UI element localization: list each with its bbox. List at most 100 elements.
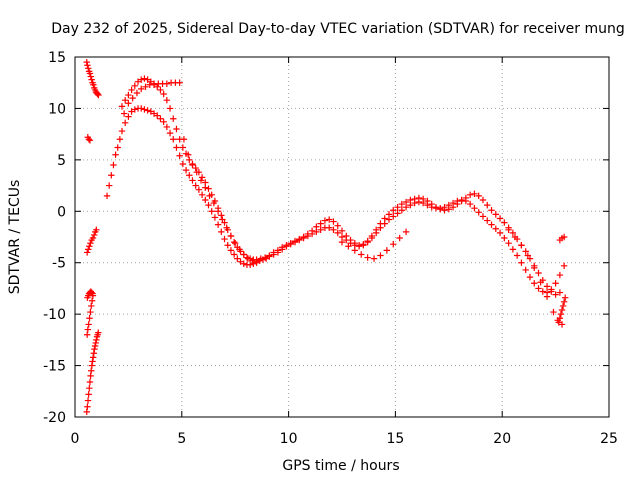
data-point [87,73,95,80]
data-point [345,243,352,250]
data-point [466,200,474,208]
data-point [198,174,206,181]
data-point [236,246,243,253]
data-point [202,184,209,191]
data-point [94,90,101,98]
ticks [74,56,610,418]
data-point [163,80,171,87]
data-point [466,191,474,199]
data-point [129,94,136,102]
data-point [157,115,164,122]
data-point [91,342,99,350]
data-point [377,252,384,259]
data-point [257,255,265,262]
data-point [560,233,568,241]
data-point [85,65,92,72]
data-point [377,220,384,227]
data-point [195,186,203,193]
data-point [535,269,542,277]
data-point [360,241,367,248]
data-point [531,264,538,272]
data-point [543,283,551,290]
data-point [479,213,487,220]
data-point [484,201,491,209]
data-point [214,221,222,228]
grid [75,57,609,417]
data-point [230,251,238,258]
data-point [558,306,566,314]
data-point [95,329,102,336]
data-point [370,255,378,262]
data-point [385,211,393,218]
data-point [147,108,155,115]
data-point [496,215,504,222]
data-point [91,345,98,353]
data-point [287,239,294,247]
data-point [89,354,97,361]
data-point [154,112,161,119]
data-point [246,261,254,268]
data-point [179,144,187,151]
data-point [511,233,519,241]
y-axis-label: SDTVAR / TECUs [7,180,23,295]
data-point [92,339,99,347]
data-point [86,385,93,392]
data-point [266,252,273,259]
data-point [87,308,94,316]
data-point [131,106,139,113]
x-tick-label: 5 [177,431,186,447]
data-point [84,403,91,410]
data-point [351,247,359,254]
y-tick-label: -10 [43,307,66,323]
data-point [555,319,563,326]
data-point [205,185,212,192]
y-tick-label: 15 [48,50,66,66]
data-point [334,229,341,237]
data-point [249,257,256,264]
x-tick-label: 0 [71,431,80,447]
data-point [556,315,564,322]
y-tick-label: -15 [43,359,66,375]
data-point [556,289,564,296]
data-point [131,82,139,89]
data-point [355,242,363,249]
data-point [419,195,427,203]
data-point [505,226,512,233]
data-point [402,228,410,236]
data-point [85,246,92,253]
data-point [197,177,205,184]
data-point [383,247,391,254]
data-point [144,107,151,114]
data-point [166,105,174,112]
data-point [227,232,235,240]
data-point [552,291,559,298]
data-point [89,290,96,297]
data-point [125,113,132,120]
y-tick-labels: -20 -15 -10 -5 0 5 10 15 [43,50,66,426]
data-point [394,203,401,211]
data-point [83,58,90,66]
data-point [192,182,199,189]
data-point [458,197,465,205]
data-point [114,144,121,151]
data-point [358,251,365,258]
data-point [185,151,192,158]
data-point [116,136,124,143]
data-point [88,362,96,369]
data-point [557,310,565,318]
data-point [411,195,418,203]
data-point [347,236,354,244]
data-point [513,252,521,259]
data-point [509,229,517,237]
data-point [304,230,312,238]
data-point [218,228,225,236]
data-point [105,182,113,189]
data-point [300,233,307,241]
data-point [518,242,525,249]
data-point [89,358,96,365]
data-point [428,200,435,208]
x-tick-label: 15 [386,431,404,447]
data-point [121,97,129,104]
data-point [88,297,96,304]
data-point [150,110,158,117]
